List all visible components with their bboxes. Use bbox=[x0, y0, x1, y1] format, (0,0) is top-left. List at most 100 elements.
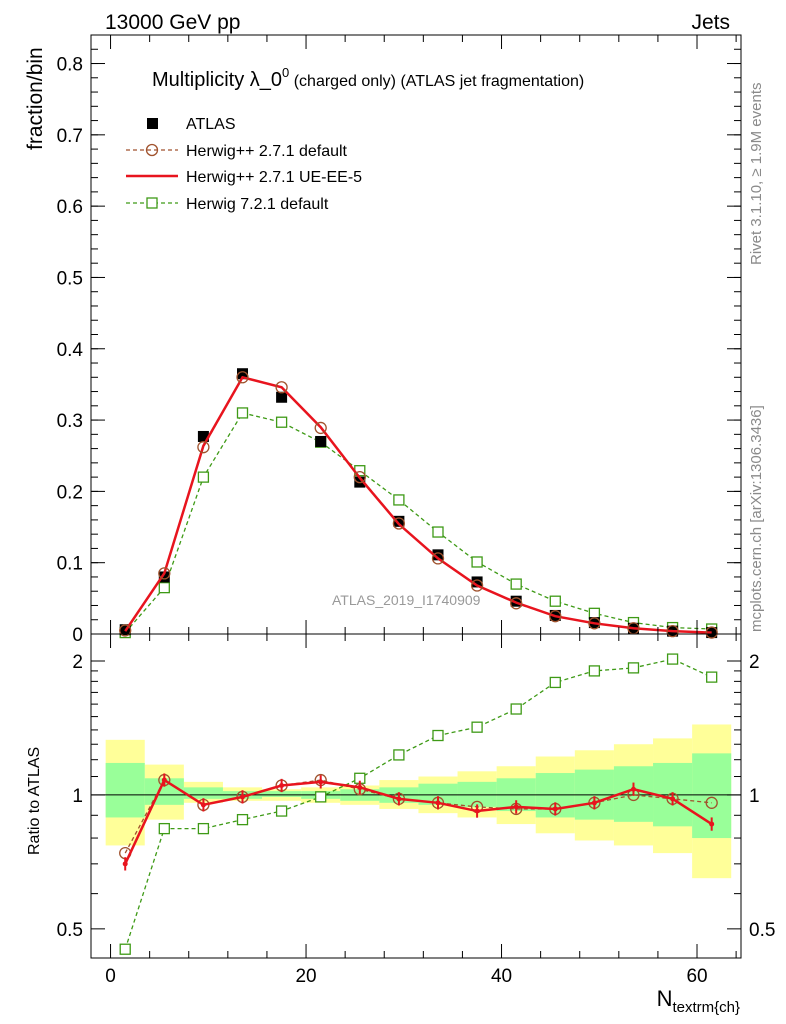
ratio-herwig721-marker bbox=[627, 662, 640, 674]
herwig721-marker bbox=[275, 416, 288, 428]
ratio-panel: 0.5 0.51 12 20 20 40 60 Ratio to ATLAS bbox=[26, 633, 775, 987]
legend-ueee5-label: Herwig++ 2.7.1 UE-EE-5 bbox=[186, 169, 362, 186]
ratio-herwig721-marker bbox=[549, 676, 561, 689]
header-left: 13000 GeV pp bbox=[105, 11, 240, 34]
main-plot-area bbox=[119, 368, 718, 639]
atlas-data-point bbox=[471, 576, 483, 588]
watermark: ATLAS_2019_I1740909 bbox=[332, 592, 481, 608]
herwig721-marker bbox=[510, 578, 522, 590]
ratio-herwig721-marker bbox=[432, 729, 444, 742]
main-y-tick-label: 0.7 bbox=[57, 126, 83, 147]
ratio-ueee5-line bbox=[124, 778, 713, 865]
ratio-ueee5-point bbox=[435, 800, 441, 806]
ratio-herwig721-marker bbox=[119, 943, 131, 955]
main-y-tick-label: 0.6 bbox=[57, 197, 83, 218]
ratio-ueee5-point bbox=[200, 802, 206, 808]
legend-herwigpp-default-marker bbox=[145, 143, 159, 157]
ratio-band-inner bbox=[262, 791, 302, 797]
x-tick-label: 40 bbox=[491, 966, 512, 987]
ratio-ueee5-point bbox=[240, 794, 246, 800]
ratio-axis-ticks: 0.5 0.51 12 20 20 40 60 bbox=[57, 634, 775, 987]
legend-herwig721-label: Herwig 7.2.1 default bbox=[186, 196, 329, 213]
legend-item-herwigpp-default: Herwig++ 2.7.1 default bbox=[126, 143, 348, 160]
herwigpp-default-marker bbox=[236, 371, 249, 384]
herwig721-marker bbox=[588, 607, 601, 619]
ratio-herwig721-marker bbox=[706, 671, 718, 683]
rivet-label: Rivet 3.1.10, ≥ 1.9M events bbox=[748, 83, 765, 266]
ratio-ueee5-point bbox=[357, 784, 363, 790]
herwig721-marker bbox=[158, 581, 170, 594]
ratio-band-inner bbox=[183, 787, 223, 799]
herwigpp-default-marker bbox=[549, 610, 562, 623]
legend-item-herwig721: Herwig 7.2.1 default bbox=[126, 196, 329, 213]
ratio-plot-area bbox=[91, 653, 741, 955]
legend-atlas-marker bbox=[147, 118, 158, 129]
herwig721-marker bbox=[549, 595, 561, 607]
x-axis-label: Ntextrm{ch} bbox=[657, 986, 740, 1016]
main-y-tick-label: 0.5 bbox=[57, 268, 83, 289]
legend: ATLAS Herwig++ 2.7.1 default Herwig++ 2.… bbox=[126, 116, 362, 213]
ratio-y-axis-label: Ratio to ATLAS bbox=[26, 747, 43, 855]
ratio-herwig721-marker bbox=[236, 813, 249, 826]
x-axis-label-base: N bbox=[657, 986, 673, 1011]
main-title: Multiplicity λ_00 (charged only) (ATLAS … bbox=[152, 65, 584, 91]
main-axis-ticks: 0 0.1 0.2 0.3 0.4 0.5 0.6 0.7 0.8 bbox=[57, 35, 741, 646]
ratio-ueee5-point bbox=[670, 796, 676, 802]
herwig721-marker bbox=[432, 526, 444, 538]
ratio-ueee5-point bbox=[591, 800, 597, 806]
main-y-tick-label: 0.4 bbox=[57, 340, 84, 361]
ratio-ueee5-point bbox=[513, 804, 519, 810]
ratio-ueee5-point bbox=[474, 808, 480, 814]
herwig721-marker bbox=[197, 471, 210, 483]
herwigpp-default-marker bbox=[119, 624, 132, 637]
header-right: Jets bbox=[691, 11, 730, 34]
herwigpp-default-marker bbox=[275, 381, 288, 394]
atlas-data-point bbox=[510, 595, 522, 607]
herwigpp-default-marker bbox=[705, 626, 718, 639]
main-y-tick-label: 0.2 bbox=[57, 482, 83, 503]
main-title-lead: Multiplicity λ_0 bbox=[152, 69, 282, 91]
atlas-data-point bbox=[276, 391, 288, 403]
ratio-y-tick-label-left: 0.5 bbox=[57, 920, 83, 941]
legend-item-ueee5: Herwig++ 2.7.1 UE-EE-5 bbox=[126, 169, 362, 186]
mcplots-label: mcplots.cern.ch [arXiv:1306.3436] bbox=[748, 405, 765, 632]
ratio-herwig721-marker bbox=[275, 805, 288, 817]
ratio-herwig721-line bbox=[124, 658, 712, 950]
main-y-tick-label: 0.3 bbox=[57, 411, 83, 432]
atlas-data-point bbox=[393, 515, 405, 527]
ratio-band-inner bbox=[105, 762, 145, 818]
ratio-herwig721-marker bbox=[666, 653, 679, 665]
ratio-frame bbox=[90, 633, 742, 959]
atlas-data-point bbox=[237, 368, 249, 380]
ratio-herwig721-marker bbox=[588, 665, 601, 677]
legend-herwig721-marker bbox=[146, 197, 158, 209]
ratio-y-tick-label-right: 1 bbox=[749, 786, 760, 807]
herwig721-marker bbox=[471, 556, 483, 568]
ratio-herwig721-marker bbox=[197, 822, 210, 835]
main-y-tick-label: 0.1 bbox=[57, 554, 83, 575]
atlas-data-point bbox=[197, 430, 209, 442]
ratio-y-tick-label-right: 2 bbox=[749, 652, 760, 673]
main-panel: 0 0.1 0.2 0.3 0.4 0.5 0.6 0.7 0.8 fraction/bin M… bbox=[24, 34, 742, 646]
ratio-ueee5-point bbox=[709, 821, 715, 827]
herwigpp-default-marker bbox=[197, 441, 210, 454]
ratio-ueee5-point bbox=[552, 806, 558, 812]
main-title-sup: 0 bbox=[282, 65, 289, 80]
ratio-ueee5-point bbox=[630, 786, 636, 792]
x-axis-label-sub: textrm{ch} bbox=[672, 999, 740, 1016]
herwig721-line bbox=[124, 412, 712, 634]
atlas-data-point bbox=[315, 435, 327, 447]
herwigpp-default-marker bbox=[314, 421, 327, 435]
ratio-ueee5-point bbox=[396, 796, 402, 802]
x-tick-label: 20 bbox=[295, 966, 316, 987]
ratio-herwig721-marker bbox=[158, 822, 170, 835]
herwigpp-default-marker bbox=[470, 579, 484, 592]
legend-herwigpp-default-label: Herwig++ 2.7.1 default bbox=[186, 143, 348, 160]
main-y-tick-label: 0.8 bbox=[57, 55, 83, 76]
ratio-y-tick-label-left: 2 bbox=[72, 652, 83, 673]
atlas-data-point bbox=[432, 549, 444, 561]
ratio-herwig721-marker bbox=[471, 721, 483, 733]
ueee5-line bbox=[124, 375, 712, 634]
ratio-band-inner bbox=[418, 783, 458, 805]
